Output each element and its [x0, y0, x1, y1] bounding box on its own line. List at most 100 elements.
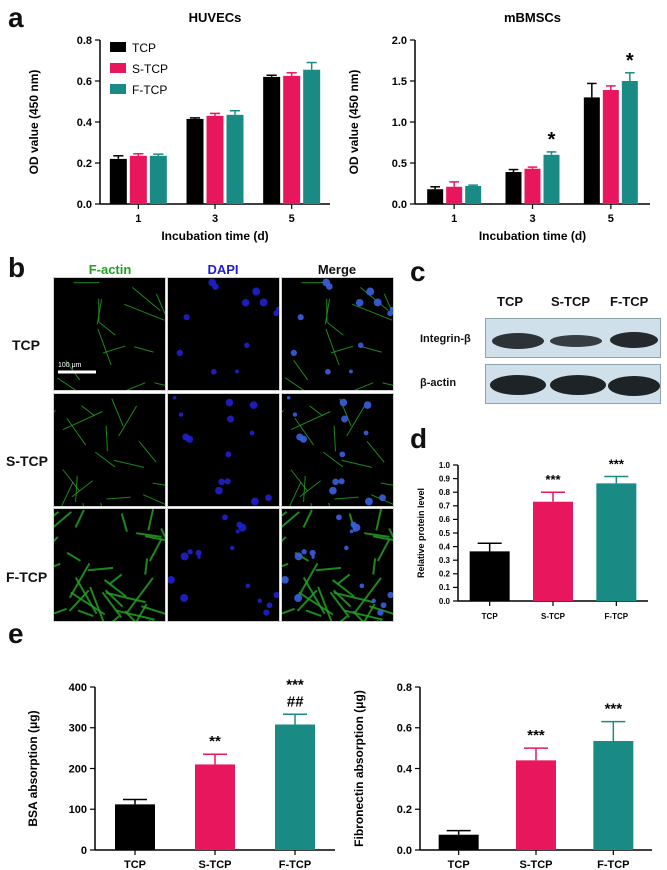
actin-fiber: [382, 382, 393, 386]
y-tick-label: 2.0: [392, 35, 407, 47]
actin-fiber: [289, 481, 302, 506]
bar: [438, 834, 479, 850]
micrograph-ftcp-factin: [53, 508, 166, 622]
actin-fiber: [331, 579, 355, 598]
row-label-ftcp: F-TCP: [6, 569, 48, 585]
actin-fiber: [143, 494, 165, 505]
actin-fiber: [333, 425, 336, 452]
actin-fiber: [102, 345, 126, 354]
y-tick-label: 0.8: [439, 488, 451, 497]
y-tick-label: 0.2: [77, 158, 92, 170]
actin-fiber: [332, 589, 352, 608]
x-tick-label: 1: [451, 213, 457, 225]
actin-fiber: [66, 417, 87, 446]
bar: [533, 501, 573, 601]
y-tick-label: 0.4: [397, 763, 413, 775]
panel-letter-c: c: [410, 256, 426, 287]
nucleus: [249, 430, 255, 436]
actin-fiber: [324, 299, 331, 325]
nucleus: [355, 298, 364, 307]
actin-fiber: [144, 558, 149, 575]
y-axis-label: Fibronectin absorption (μg): [352, 690, 366, 847]
actin-fiber: [115, 609, 155, 621]
actin-fiber: [108, 573, 123, 586]
bar: [446, 186, 463, 204]
nucleus: [359, 583, 365, 589]
actin-fiber: [296, 562, 319, 599]
x-tick-label: 5: [289, 213, 295, 225]
nucleus: [292, 412, 298, 417]
actin-fiber: [81, 405, 95, 417]
y-tick-label: 0.8: [77, 35, 92, 47]
actin-fiber: [118, 405, 137, 437]
actin-fiber: [341, 459, 373, 468]
actin-fiber: [299, 480, 321, 498]
nucleus: [244, 342, 250, 349]
bar: [505, 172, 522, 204]
wb-header-ftcp: F-TCP: [610, 294, 649, 309]
actin-fiber: [290, 469, 309, 492]
bar: [583, 97, 600, 204]
bar: [303, 69, 321, 204]
nucleus: [222, 514, 228, 521]
nucleus: [185, 435, 194, 443]
bar: [149, 155, 167, 204]
bar: [109, 158, 127, 204]
nucleus: [286, 395, 291, 400]
significance-label: ***: [605, 701, 623, 718]
bar: [275, 724, 315, 850]
legend-label: S-TCP: [132, 62, 168, 76]
nucleus: [311, 555, 315, 559]
nucleus: [379, 494, 386, 502]
actin-fiber: [74, 509, 85, 528]
actin-fiber: [285, 377, 305, 390]
actin-fiber: [376, 619, 379, 621]
blot-integrin-bands: [492, 332, 658, 349]
micrograph-stcp-merge: [281, 393, 394, 507]
y-tick-label: 0.7: [439, 502, 451, 511]
legend-swatch: [110, 42, 126, 52]
micrograph-ftcp-dapi: [167, 508, 280, 622]
y-tick-label: 0.0: [397, 845, 412, 857]
x-tick-label: F-TCP: [279, 859, 311, 870]
y-tick-label: 0.8: [397, 682, 412, 694]
x-axis-label: Incubation time (d): [479, 229, 586, 243]
nucleus: [349, 369, 353, 374]
x-tick-label: S-TCP: [520, 859, 553, 870]
actin-fiber: [352, 610, 364, 621]
nucleus: [273, 310, 279, 317]
actin-fiber: [326, 321, 344, 336]
y-tick-label: 0.2: [397, 804, 412, 816]
nucleus: [389, 306, 393, 312]
actin-fiber: [282, 409, 284, 413]
y-tick-label: 0.3: [439, 556, 451, 565]
actin-fiber: [111, 398, 124, 427]
actin-fiber: [282, 511, 300, 528]
nucleus: [341, 415, 349, 423]
bar: [469, 551, 510, 601]
bar: [283, 75, 301, 204]
nucleus: [380, 602, 387, 609]
actin-fiber: [136, 532, 162, 538]
actin-fiber: [103, 579, 127, 598]
nucleus: [294, 552, 303, 561]
micrograph-image: [168, 514, 279, 616]
nucleus: [211, 283, 219, 290]
actin-fiber: [148, 538, 163, 562]
x-tick-label: S-TCP: [199, 859, 232, 870]
nucleus: [282, 575, 289, 584]
nucleus: [325, 283, 333, 290]
y-tick-label: 200: [69, 763, 87, 775]
legend-label: F-TCP: [132, 83, 167, 97]
x-tick-label: 3: [212, 213, 218, 225]
actin-fiber: [111, 615, 120, 621]
micrograph-image: [176, 278, 279, 375]
actin-fiber: [126, 382, 146, 390]
actin-fiber: [336, 573, 351, 586]
y-tick-label: 0.9: [439, 474, 451, 483]
y-tick-label: 0.6: [397, 723, 412, 735]
nucleus: [297, 314, 304, 321]
actin-fiber: [138, 440, 157, 463]
actin-fiber: [305, 609, 322, 618]
row-label-tcp: TCP: [12, 337, 40, 353]
